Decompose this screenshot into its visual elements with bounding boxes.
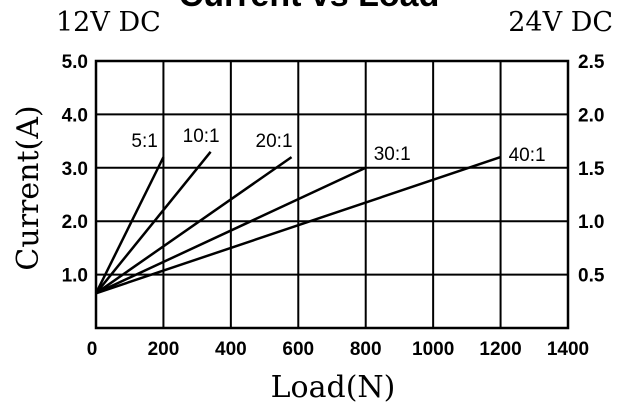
y-tick-label-right: 2.5 [578,52,605,73]
y-tick-label-left: 4.0 [62,105,88,126]
chart-title: Current vs Load [179,0,440,14]
x-axis-label: Load(N) [271,370,396,405]
y-tick-label-left: 3.0 [62,159,88,180]
x-tick-label: 200 [148,339,180,360]
series-label: 30:1 [374,144,411,165]
y-tick-label-right: 1.0 [578,212,604,233]
plot-frame [94,59,570,330]
y-tick-label-right: 2.0 [578,105,604,126]
y-tick-label-right: 0.5 [578,266,605,287]
x-tick-label: 800 [350,339,382,360]
x-tick-label: 1000 [412,339,454,360]
series-line [94,156,165,294]
plot-area: 0 200 400 600 800 1000 1200 1400 1.0 2.0 3.0 4.0 5.0… [62,52,605,360]
series-line [95,155,501,295]
series-label: 5:1 [131,131,157,152]
series-label: 20:1 [256,131,293,152]
y-tick-label-left: 1.0 [62,266,88,287]
x-tick-label: 400 [215,339,247,360]
series-line [95,150,212,295]
left-axis-header: 12V DC [56,7,161,38]
y-tick-label-right: 1.5 [578,159,605,180]
x-tick-label: 1400 [547,339,589,360]
series-label: 40:1 [509,145,546,166]
series-line [95,166,367,295]
series-label: 10:1 [183,126,220,147]
series-line [95,156,293,295]
right-axis-header: 24V DC [508,7,613,38]
y-axis-label: Current(A) [11,105,46,270]
y-tick-label-left: 5.0 [62,52,88,73]
x-tick-label: 0 [87,339,98,360]
x-tick-label: 1200 [479,339,521,360]
x-tick-label: 600 [282,339,314,360]
y-tick-label-left: 2.0 [62,212,88,233]
